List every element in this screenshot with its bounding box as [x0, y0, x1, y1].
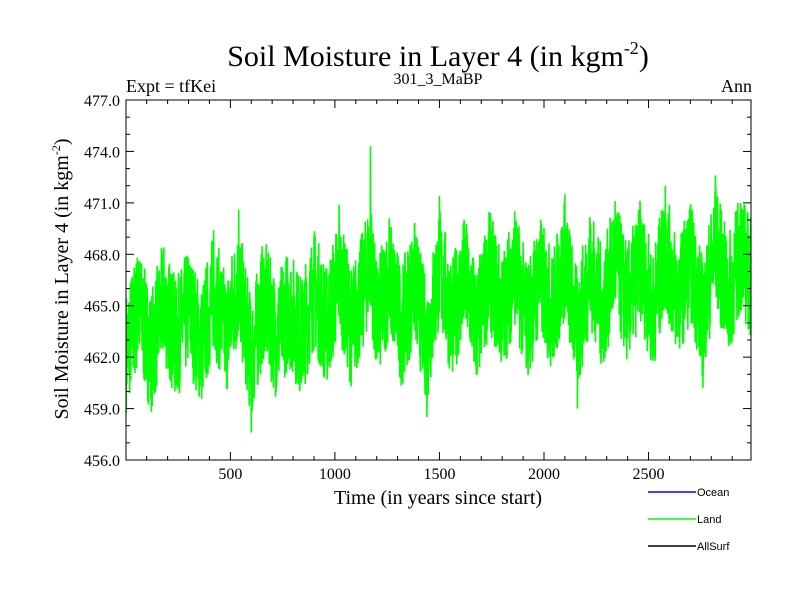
- chart-title-sup: -2: [624, 38, 639, 58]
- x-tick-label: 1000: [319, 466, 351, 483]
- legend-label-allsurf: AllSurf: [697, 541, 730, 553]
- chart-title: Soil Moisture in Layer 4 (in kgm-2): [227, 38, 649, 73]
- plot-area: [126, 146, 751, 433]
- x-tick-label: 500: [218, 466, 242, 483]
- season-label: Ann: [721, 76, 752, 96]
- series-line-land: [126, 146, 751, 433]
- axes: 456.0 459.0 462.0 465.0 468.0 471.0 474.0 477.0…: [84, 93, 752, 483]
- expt-label: Expt = tfKei: [126, 76, 216, 96]
- plot-frame: [125, 99, 752, 461]
- x-tick-label: 2000: [528, 466, 560, 483]
- y-tick-label: 456.0: [84, 453, 120, 470]
- y-axis-label-tail: ): [51, 138, 73, 145]
- legend-label-land: Land: [697, 514, 721, 526]
- y-tick-label: 477.0: [84, 93, 120, 110]
- y-axis-label-main: Soil Moisture in Layer 4 (in kgm: [51, 155, 73, 420]
- y-tick-label: 468.0: [84, 247, 120, 264]
- y-axis-label-sup: -2: [49, 145, 63, 155]
- legend-label-ocean: Ocean: [697, 487, 729, 499]
- x-tick-label: 2500: [633, 466, 665, 483]
- y-tick-label: 465.0: [84, 299, 120, 316]
- x-axis-label: Time (in years since start): [334, 487, 542, 509]
- x-tick-label: 1500: [423, 466, 455, 483]
- chart-title-main: Soil Moisture in Layer 4 (in kgm: [227, 40, 624, 73]
- legend: Ocean Land AllSurf: [648, 487, 730, 553]
- y-tick-label: 462.0: [84, 350, 120, 367]
- y-tick-label: 474.0: [84, 144, 120, 161]
- y-tick-label: 471.0: [84, 196, 120, 213]
- run-label: 301_3_MaBP: [394, 71, 483, 88]
- y-tick-label: 459.0: [84, 402, 120, 419]
- chart-title-tail: ): [639, 40, 649, 73]
- y-axis-label: Soil Moisture in Layer 4 (in kgm-2): [49, 138, 73, 419]
